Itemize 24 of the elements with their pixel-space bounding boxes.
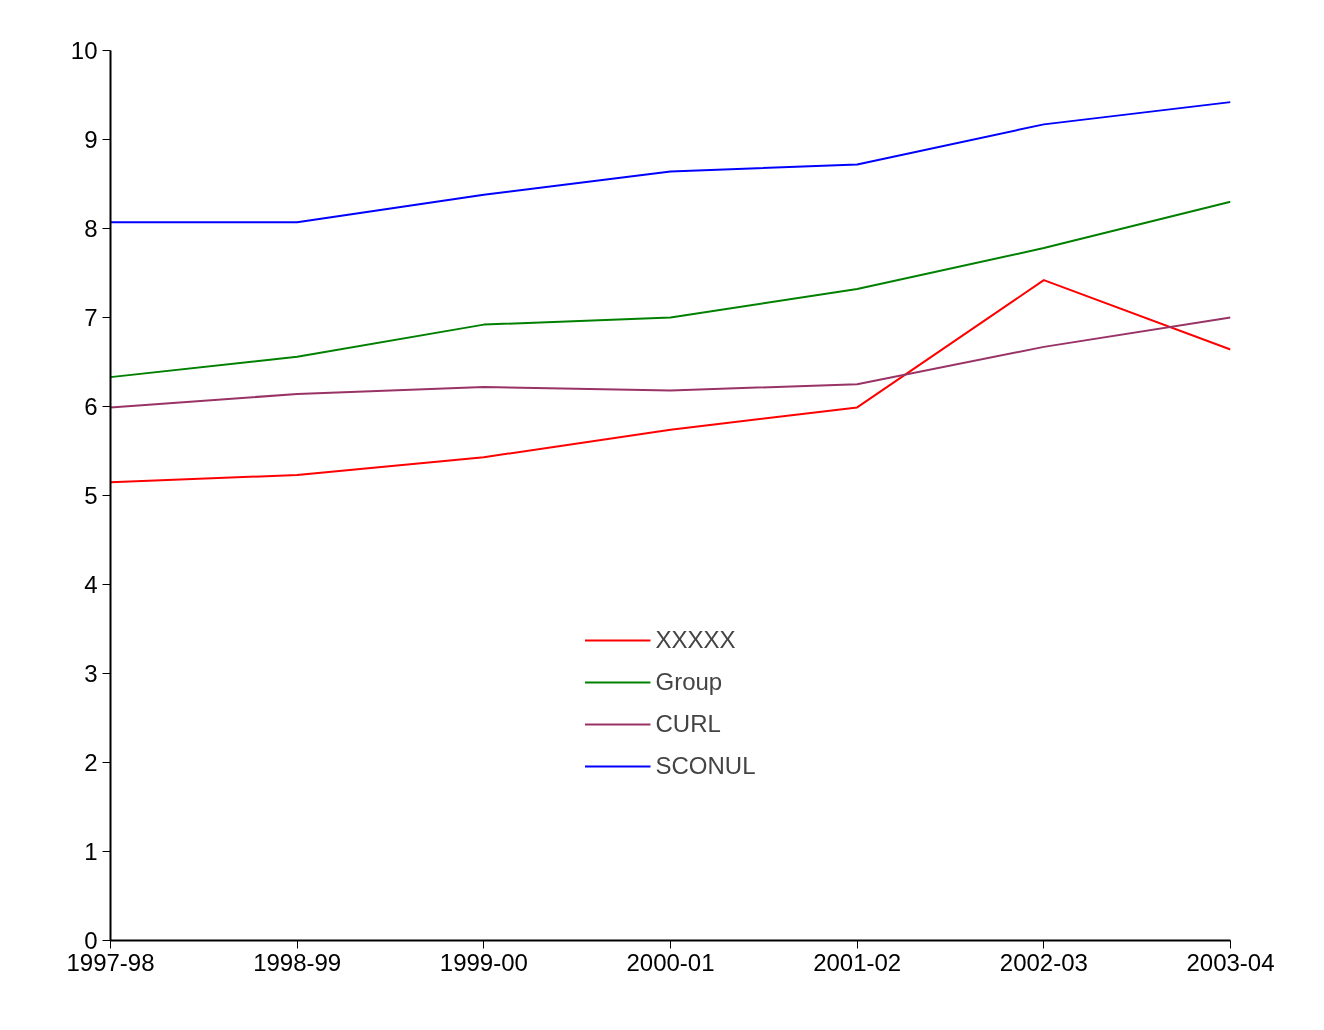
- line-series: [110, 200, 1231, 379]
- x-tick-label: 1998-99: [253, 948, 342, 976]
- y-tick-label: 1: [84, 838, 98, 865]
- y-tick-label: 4: [84, 571, 98, 598]
- y-tick-label: 2: [84, 749, 98, 776]
- y-tick-label: 6: [84, 393, 98, 420]
- x-tick-label: 2003-04: [1186, 948, 1275, 976]
- line-series: [110, 279, 1231, 484]
- legend-label: Group: [655, 668, 723, 696]
- x-tick-label: 2001-02: [813, 948, 902, 976]
- legend-label: SCONUL: [655, 752, 756, 780]
- y-tick-label: 7: [84, 304, 98, 331]
- y-tick-label: 10: [70, 37, 98, 64]
- y-tick-label: 8: [84, 215, 98, 242]
- line-series: [110, 101, 1231, 224]
- y-tick-label: 3: [84, 660, 98, 687]
- y-tick-label: 5: [84, 482, 98, 509]
- x-tick-label: 2000-01: [626, 948, 715, 976]
- y-tick-label: 9: [84, 126, 98, 153]
- legend-label: CURL: [655, 710, 721, 738]
- x-tick-label: 2002-03: [999, 948, 1088, 976]
- x-tick-label: 1999-00: [439, 948, 528, 976]
- line-series: [110, 316, 1231, 409]
- legend-label: XXXXX: [655, 626, 736, 654]
